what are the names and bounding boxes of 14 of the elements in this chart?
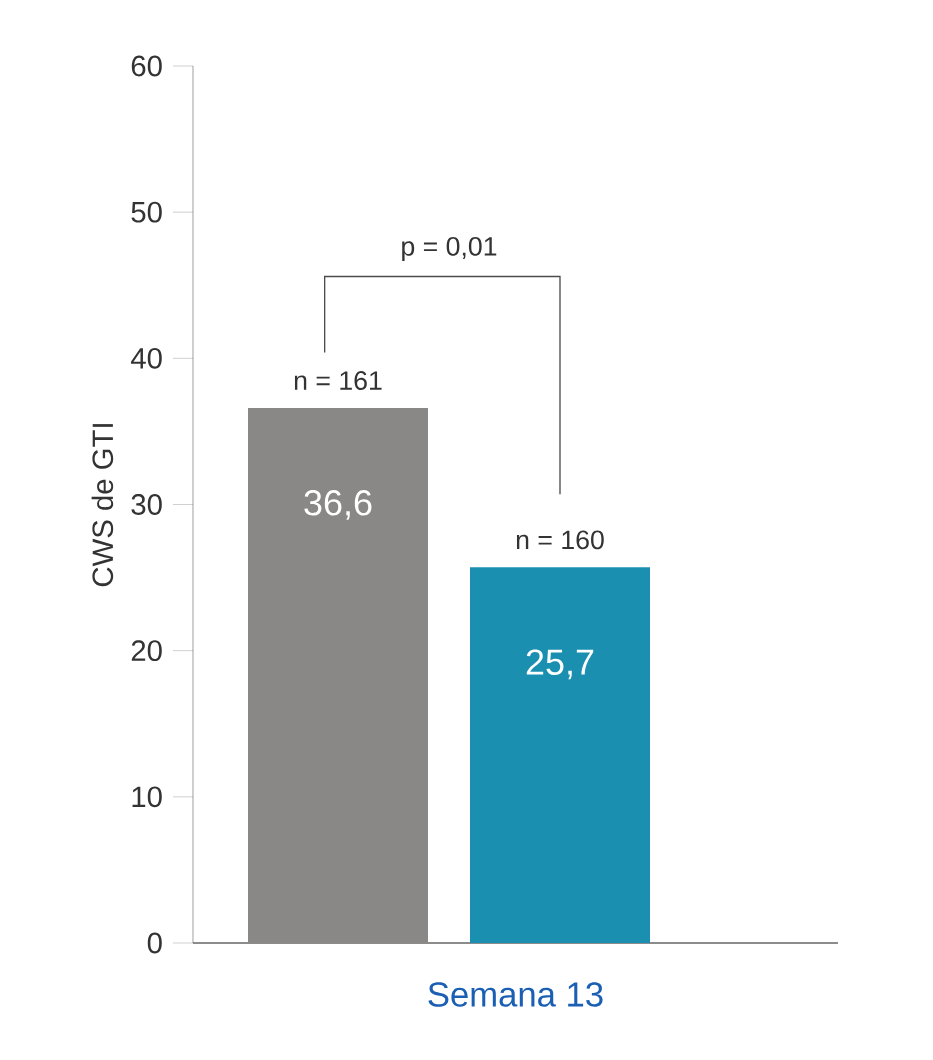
y-tick-label: 20 — [131, 640, 162, 662]
y-tick-label: 60 — [131, 55, 162, 77]
y-axis-title: CWS de GTI — [91, 424, 114, 587]
annotation: n = 160 — [516, 530, 604, 550]
y-tick-label: 0 — [147, 932, 162, 954]
annotation: p = 0,01 — [402, 236, 497, 262]
data-label: 36,6 — [304, 490, 372, 520]
data-label: 25,7 — [526, 649, 594, 680]
x-axis-title: Semana 13 — [428, 982, 603, 1007]
y-tick-label: 40 — [130, 347, 162, 369]
y-tick-label: 30 — [131, 494, 162, 515]
y-tick-label: 10 — [132, 786, 162, 808]
y-tick-label: 50 — [131, 201, 162, 223]
annotation: n = 161 — [294, 371, 382, 390]
